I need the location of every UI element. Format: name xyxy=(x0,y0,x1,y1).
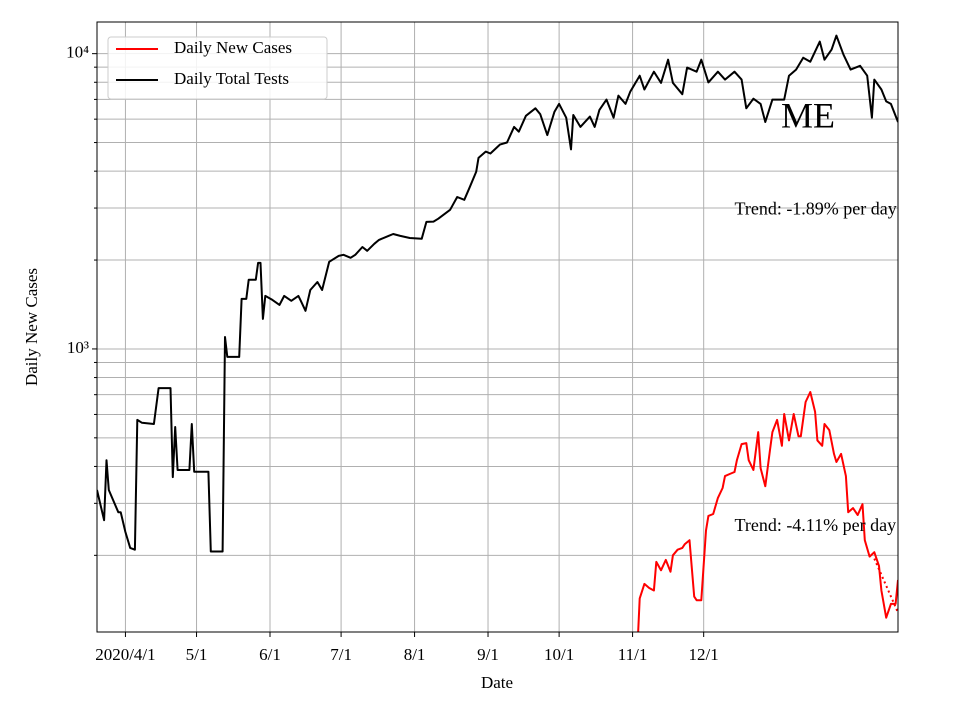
data-line xyxy=(637,391,898,632)
data-line xyxy=(97,34,898,553)
legend-box xyxy=(107,36,328,100)
annotation: Trend: -4.11% per day xyxy=(734,515,896,535)
x-tick-label: 2020/4/1 xyxy=(95,645,155,664)
plot-frame xyxy=(96,21,899,633)
x-tick-label: 5/1 xyxy=(186,645,208,664)
x-tick-label: 7/1 xyxy=(330,645,352,664)
x-tick-label: 8/1 xyxy=(404,645,426,664)
x-tick-label: 9/1 xyxy=(477,645,499,664)
x-tick-label: 11/1 xyxy=(618,645,648,664)
x-tick-label: 12/1 xyxy=(689,645,719,664)
y-axis-label: Daily New Cases xyxy=(22,268,41,386)
trend-line xyxy=(873,558,898,614)
y-tick-label: 10³ xyxy=(67,338,89,357)
annotation: ME xyxy=(781,95,835,135)
x-tick-label: 10/1 xyxy=(544,645,574,664)
annotation: Trend: -1.89% per day xyxy=(734,198,896,218)
x-axis-label: Date xyxy=(481,673,513,692)
legend-label: Daily New Cases xyxy=(174,38,292,57)
y-tick-label: 10⁴ xyxy=(66,43,89,62)
legend-label: Daily Total Tests xyxy=(174,69,289,88)
x-tick-label: 6/1 xyxy=(259,645,281,664)
